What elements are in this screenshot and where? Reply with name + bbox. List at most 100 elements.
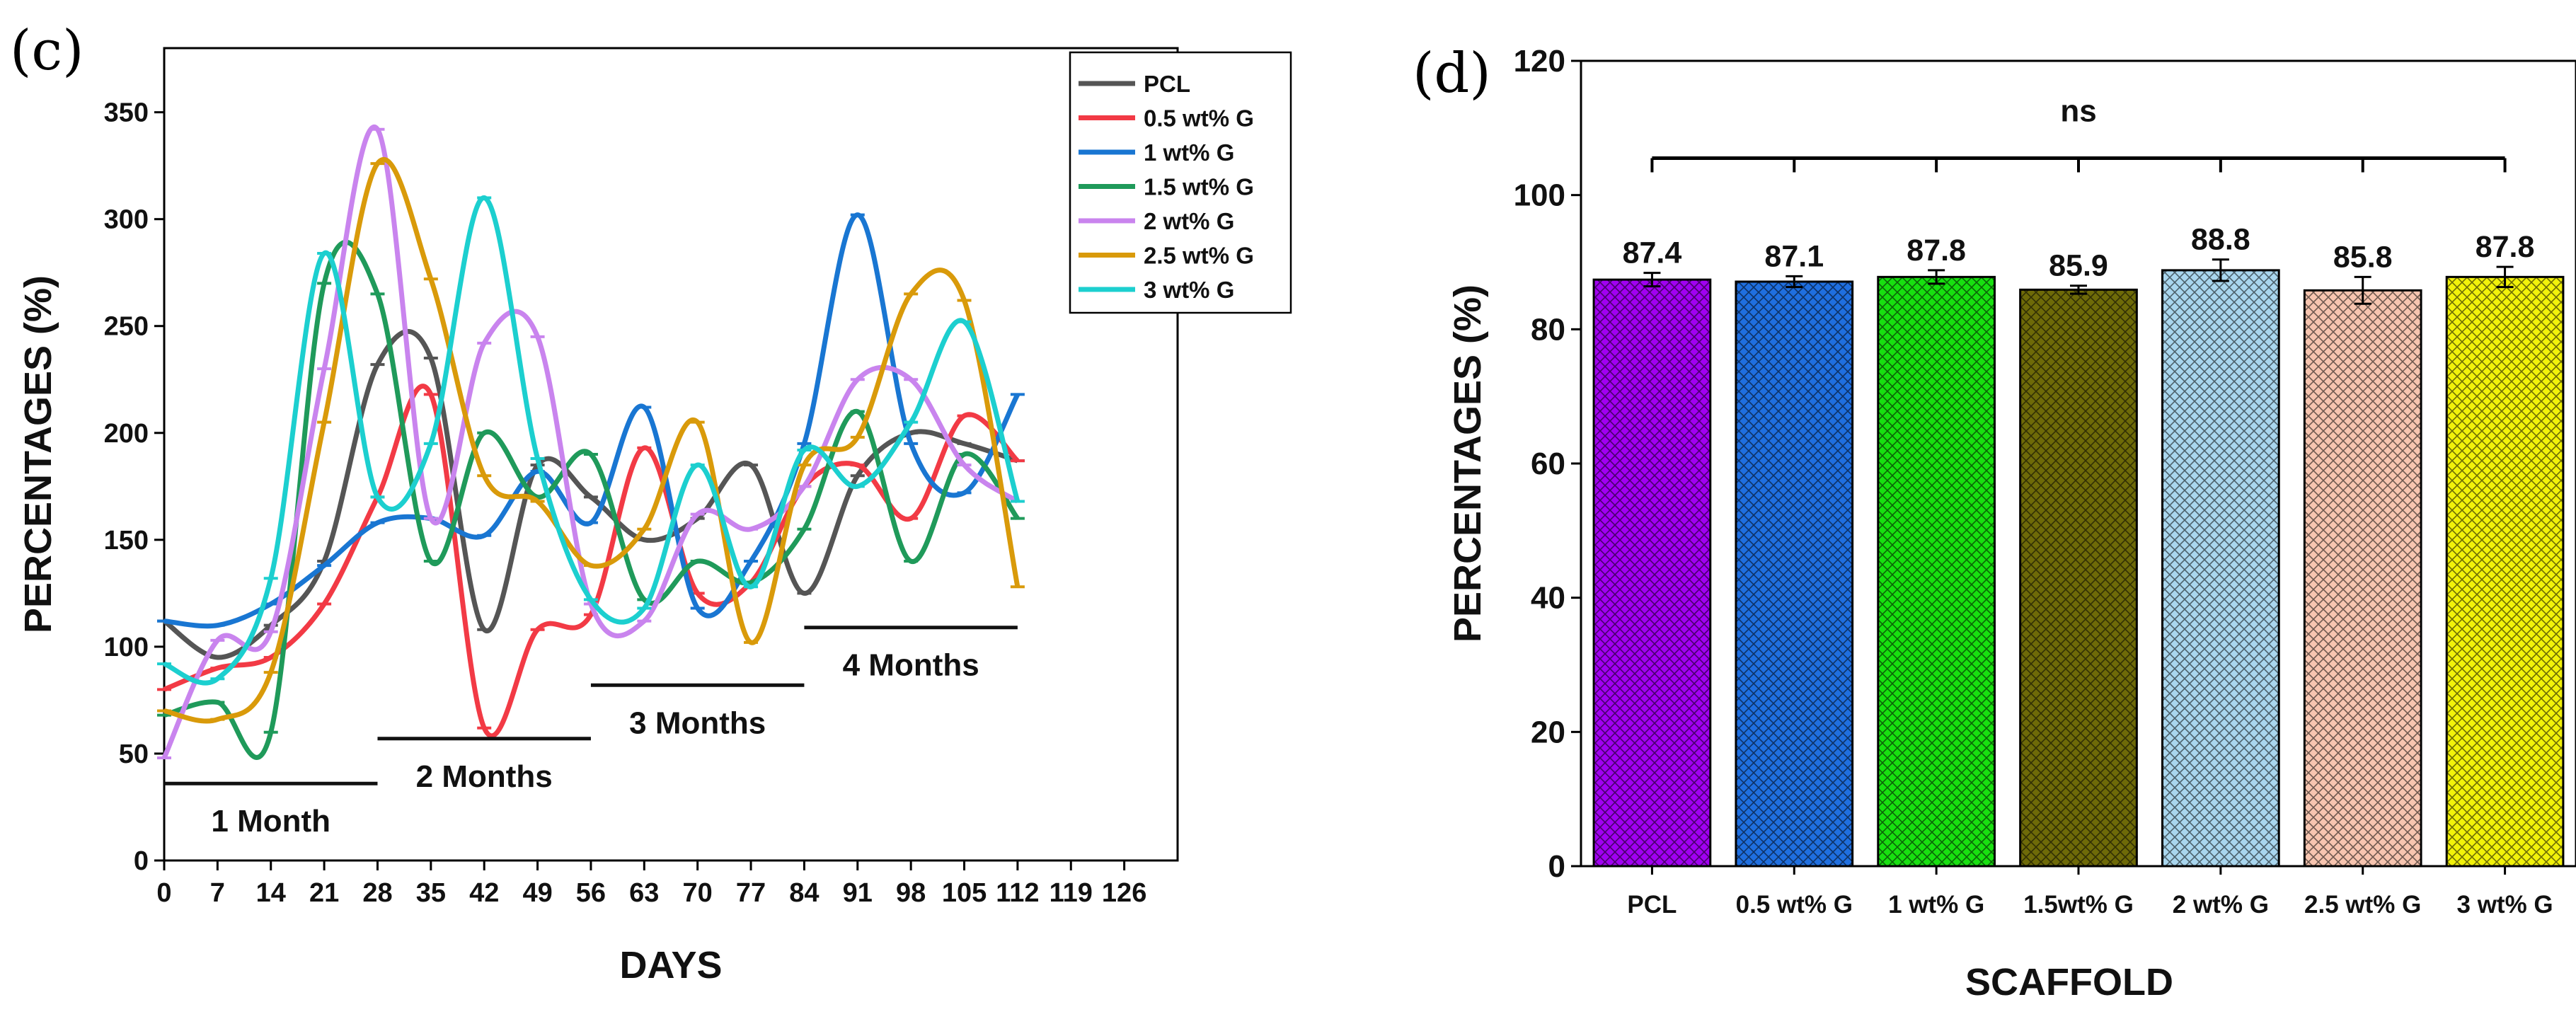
y-tick-label-d: 40: [1531, 581, 1565, 616]
period-label: 2 Months: [416, 759, 553, 794]
y-tick-label-c: 150: [104, 526, 149, 555]
x-tick-label-c: 77: [736, 878, 766, 908]
x-tick-label-d: PCL: [1627, 891, 1677, 919]
y-axis-title-d: PERCENTAGES (%): [1447, 284, 1489, 643]
legend-label: 1.5 wt% G: [1144, 174, 1254, 200]
series-line-1-wt-g: [163, 212, 1020, 629]
bar-hatch: [2162, 270, 2279, 866]
x-tick-label-c: 21: [309, 878, 339, 908]
bar-group-pcl: 87.4 PCL: [1592, 236, 1712, 919]
panel-label-c: (c): [10, 19, 84, 83]
y-axis-d: 0 20 40 60 80 100 120: [1514, 44, 1581, 884]
bar-value-label: 87.8: [1907, 234, 1966, 267]
bar-hatch: [1878, 277, 1995, 866]
x-tick-label-c: 7: [210, 878, 225, 908]
bar-hatch: [2446, 277, 2563, 866]
x-tick-label-d: 1 wt% G: [1888, 891, 1984, 919]
series-group-c: [157, 125, 1025, 760]
y-tick-label-c: 100: [104, 633, 149, 662]
bar-value-label: 85.9: [2049, 249, 2108, 283]
legend-box-c: [1069, 51, 1292, 314]
y-tick-label-d: 120: [1514, 44, 1565, 79]
bar-group-2-5-wt-g: 85.8 2.5 wt% G: [2303, 240, 2422, 919]
period-annotations: 1 Month 2 Months 3 Months 4 Months: [164, 626, 1018, 839]
x-tick-label-c: 42: [469, 878, 499, 908]
bar-hatch: [2020, 289, 2137, 866]
bar-group-1-wt-g: 87.8 1 wt% G: [1877, 234, 1996, 919]
legend-label: 1 wt% G: [1144, 139, 1234, 166]
bar-value-label: 87.1: [1764, 239, 1824, 273]
period-label: 1 Month: [211, 804, 330, 839]
y-tick-label-d: 0: [1548, 849, 1565, 884]
plot-frame-c: [163, 47, 1179, 862]
y-tick-label-d: 100: [1514, 178, 1565, 213]
x-tick-label-c: 14: [256, 878, 286, 908]
y-tick-label-d: 60: [1531, 447, 1565, 481]
x-tick-label-c: 0: [156, 878, 171, 908]
y-tick-label-c: 50: [119, 739, 149, 769]
bar-group-0-5-wt-g: 87.1 0.5 wt% G: [1735, 239, 1854, 919]
x-tick-label-c: 35: [416, 878, 446, 908]
x-tick-label-c: 49: [522, 878, 552, 908]
x-axis-title-c: DAYS: [619, 944, 722, 986]
significance-label: ns: [2060, 94, 2096, 129]
x-tick-label-d: 0.5 wt% G: [1736, 891, 1853, 919]
y-tick-label-c: 300: [104, 205, 149, 235]
y-tick-label-c: 0: [134, 846, 149, 876]
legend-label: 3 wt% G: [1144, 277, 1234, 303]
bar-group-2-wt-g: 88.8 2 wt% G: [2161, 223, 2280, 919]
series-line-pcl: [162, 329, 1018, 660]
x-tick-label-c: 63: [629, 878, 659, 908]
x-tick-label-d: 1.5wt% G: [2023, 891, 2134, 919]
bar-group-1-5wt-g: 85.9 1.5wt% G: [2019, 249, 2138, 919]
y-tick-label-d: 80: [1531, 312, 1565, 347]
bar-value-label: 88.8: [2191, 223, 2250, 257]
legend-label: 0.5 wt% G: [1144, 105, 1254, 132]
x-tick-label-c: 56: [576, 878, 606, 908]
x-tick-label-c: 28: [362, 878, 392, 908]
x-axis-c: 0 7 14 21 28 35 42 49 56 63 70 77 84 91 98 105 112 119 126: [156, 860, 1146, 908]
bar-value-label: 87.8: [2476, 230, 2535, 264]
y-tick-label-c: 200: [104, 419, 149, 449]
y-axis-c: 0 50 100 150 200 250 300 350: [104, 98, 164, 876]
significance-bracket: ns: [1650, 94, 2507, 173]
series-2-wt-g: [157, 125, 1025, 759]
bar-value-label: 85.8: [2333, 240, 2393, 274]
series-1-wt-g: [157, 212, 1025, 629]
series-2-5-wt-g: [157, 157, 1025, 724]
legend-label: 2.5 wt% G: [1144, 243, 1254, 269]
y-tick-label-c: 350: [104, 98, 149, 128]
period-label: 3 Months: [629, 706, 766, 740]
bar-group-3-wt-g: 87.8 3 wt% G: [2445, 230, 2565, 919]
x-tick-label-c: 84: [789, 878, 819, 908]
bar-chart-panel-d: (d) 0 20 40 60 80 100 120 87.4 PCL 87.1 0.5 wt% G…: [1413, 42, 2576, 1003]
x-tick-label-c: 91: [843, 878, 873, 908]
line-chart-panel-c: (c) 0 50 100 150 200 250 300 350 0 7 14 21 28 35 42 49…: [10, 19, 1292, 986]
y-tick-label-d: 20: [1531, 715, 1565, 749]
x-tick-label-d: 3 wt% G: [2457, 891, 2553, 919]
series-line-0-5-wt-g: [163, 384, 1020, 739]
x-tick-label-d: 2 wt% G: [2173, 891, 2269, 919]
x-tick-label-c: 112: [996, 878, 1039, 908]
x-tick-label-c: 70: [683, 878, 713, 908]
series-3-wt-g: [157, 195, 1025, 686]
bar-hatch: [1594, 280, 1710, 866]
panel-label-d: (d): [1413, 42, 1491, 105]
series-line-2-wt-g: [161, 125, 1019, 759]
y-tick-label-c: 250: [104, 312, 149, 342]
x-tick-label-c: 98: [896, 878, 926, 908]
series-line-2-5-wt-g: [163, 157, 1020, 724]
legend-label: PCL: [1144, 71, 1190, 97]
legend-label: 2 wt% G: [1144, 208, 1234, 234]
legend-c: PCL 0.5 wt% G 1 wt% G 1.5 wt% G 2 wt% G 2.5 w…: [1069, 51, 1292, 314]
x-tick-label-c: 119: [1050, 878, 1093, 908]
bar-hatch: [1735, 282, 1853, 866]
x-tick-label-d: 2.5 wt% G: [2304, 891, 2421, 919]
bars-group-d: 87.4 PCL 87.1 0.5 wt% G 87.8 1 wt% G 85.9 1.5wt…: [1592, 223, 2565, 919]
x-axis-title-d: SCAFFOLD: [1965, 961, 2173, 1003]
period-label: 4 Months: [843, 648, 979, 683]
x-tick-label-c: 105: [942, 878, 987, 908]
x-tick-label-c: 126: [1102, 878, 1146, 908]
series-line-3-wt-g: [163, 195, 1020, 686]
